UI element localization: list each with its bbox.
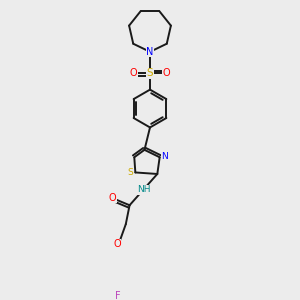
Text: O: O: [130, 68, 137, 78]
Text: O: O: [163, 68, 170, 78]
Text: N: N: [146, 47, 154, 57]
Text: O: O: [113, 239, 121, 249]
Text: S: S: [128, 168, 133, 177]
Text: O: O: [109, 193, 116, 203]
Text: N: N: [161, 152, 168, 161]
Text: F: F: [116, 291, 121, 300]
Text: S: S: [147, 68, 153, 78]
Text: NH: NH: [137, 185, 150, 194]
